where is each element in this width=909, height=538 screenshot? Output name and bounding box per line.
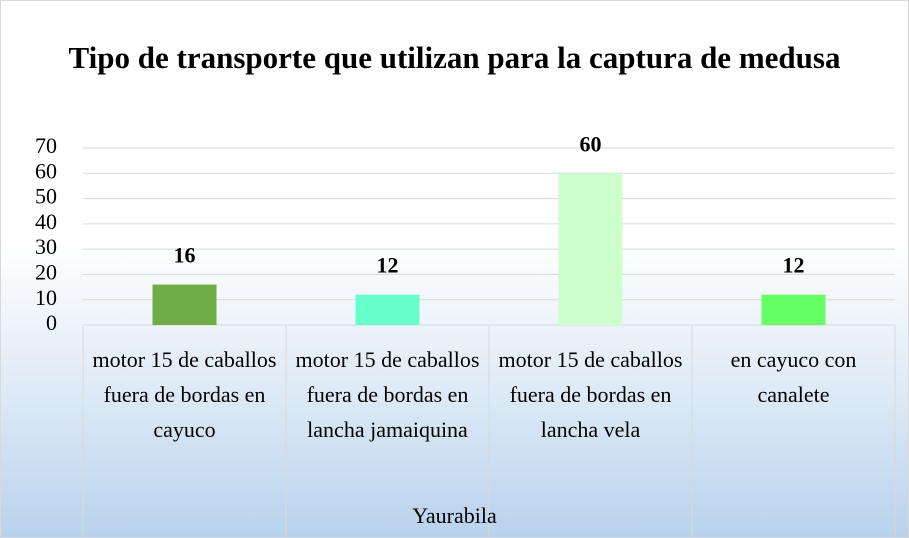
- x-tick-label: motor 15 de caballos fuera de bordas en …: [498, 347, 683, 442]
- y-tick-label: 10: [35, 285, 57, 310]
- data-label: 16: [174, 243, 196, 268]
- y-tick-label: 20: [35, 259, 57, 284]
- y-tick-label: 50: [35, 184, 57, 209]
- bar: [355, 294, 420, 325]
- x-tick-label: motor 15 de caballos fuera de bordas en …: [295, 347, 480, 442]
- x-tick-label: motor 15 de caballos fuera de bordas en …: [92, 347, 277, 442]
- data-label: 60: [580, 131, 602, 156]
- data-label: 12: [783, 253, 805, 278]
- x-tick-label: en cayuco con canalete: [730, 347, 857, 407]
- bar: [152, 284, 217, 325]
- y-tick-label: 60: [35, 158, 57, 183]
- y-tick-label: 0: [46, 310, 57, 335]
- y-tick-label: 70: [35, 133, 57, 158]
- y-tick-label: 40: [35, 209, 57, 234]
- x-axis-label: Yaurabila: [412, 503, 497, 528]
- bar: [761, 294, 826, 325]
- y-tick-label: 30: [35, 234, 57, 259]
- chart-title: Tipo de transporte que utilizan para la …: [68, 40, 841, 75]
- data-label: 12: [377, 253, 399, 278]
- bar: [558, 173, 623, 325]
